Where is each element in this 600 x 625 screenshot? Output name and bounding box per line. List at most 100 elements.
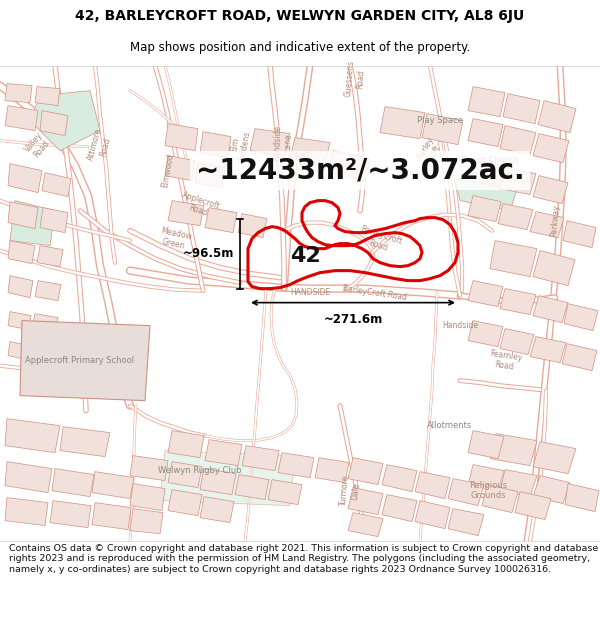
Polygon shape	[32, 314, 58, 332]
Polygon shape	[5, 419, 60, 452]
Polygon shape	[130, 484, 165, 511]
Polygon shape	[5, 462, 52, 492]
Polygon shape	[503, 94, 540, 124]
Polygon shape	[165, 156, 195, 181]
Polygon shape	[448, 479, 484, 506]
Polygon shape	[35, 281, 61, 301]
Polygon shape	[415, 501, 450, 529]
Polygon shape	[42, 173, 71, 197]
Polygon shape	[382, 494, 417, 522]
Text: ~271.6m: ~271.6m	[323, 312, 383, 326]
Polygon shape	[482, 484, 518, 512]
Polygon shape	[533, 442, 576, 474]
Text: Welwyn Rugby Club: Welwyn Rugby Club	[158, 466, 242, 475]
Text: Guessens
Road: Guessens Road	[344, 59, 366, 98]
Polygon shape	[30, 91, 100, 151]
Polygon shape	[5, 106, 38, 131]
Polygon shape	[468, 431, 504, 459]
Polygon shape	[40, 208, 68, 232]
Text: Religious
Grounds: Religious Grounds	[469, 481, 507, 501]
Polygon shape	[200, 497, 234, 522]
Polygon shape	[92, 472, 134, 499]
Polygon shape	[500, 168, 536, 194]
Polygon shape	[195, 162, 225, 188]
Polygon shape	[468, 87, 505, 117]
Polygon shape	[564, 304, 598, 331]
Polygon shape	[160, 451, 295, 506]
Polygon shape	[415, 472, 450, 499]
Text: Applecroft Primary School: Applecroft Primary School	[25, 356, 134, 365]
Polygon shape	[533, 134, 569, 162]
Polygon shape	[10, 201, 55, 246]
Polygon shape	[348, 458, 383, 484]
Text: 42: 42	[290, 246, 320, 266]
Text: Play Space: Play Space	[417, 116, 463, 125]
Polygon shape	[130, 456, 168, 481]
Polygon shape	[500, 469, 537, 497]
Text: Attimore
Road: Attimore Road	[86, 127, 113, 164]
Polygon shape	[52, 469, 94, 497]
Polygon shape	[268, 479, 302, 504]
Polygon shape	[235, 474, 269, 499]
Polygon shape	[448, 509, 484, 536]
Polygon shape	[50, 501, 91, 528]
Text: Valley
Road: Valley Road	[23, 131, 53, 161]
Polygon shape	[168, 489, 202, 516]
Polygon shape	[533, 476, 570, 504]
Polygon shape	[538, 101, 576, 132]
Text: Fearnley
Road: Fearnley Road	[487, 349, 523, 372]
Text: HANDSIDE: HANDSIDE	[290, 288, 330, 297]
Polygon shape	[242, 446, 279, 471]
Polygon shape	[315, 458, 349, 482]
Text: Handside
Lane: Handside Lane	[272, 124, 293, 161]
Polygon shape	[200, 132, 231, 158]
Polygon shape	[565, 484, 599, 512]
Polygon shape	[500, 329, 534, 354]
Polygon shape	[20, 321, 150, 401]
Text: ~96.5m: ~96.5m	[182, 247, 234, 260]
Polygon shape	[348, 488, 383, 514]
Polygon shape	[468, 119, 503, 147]
Polygon shape	[468, 281, 503, 307]
Polygon shape	[468, 159, 503, 187]
Polygon shape	[468, 321, 503, 347]
Polygon shape	[530, 212, 564, 238]
Polygon shape	[40, 111, 68, 136]
Polygon shape	[168, 462, 202, 488]
Polygon shape	[37, 246, 63, 267]
Text: BarleyCroft
Road: BarleyCroft Road	[356, 225, 404, 256]
Polygon shape	[515, 492, 551, 519]
Polygon shape	[468, 196, 501, 222]
Text: Meadow
Green: Meadow Green	[157, 226, 193, 251]
Polygon shape	[165, 124, 198, 151]
Text: Handside: Handside	[442, 321, 478, 330]
Polygon shape	[168, 431, 204, 457]
Polygon shape	[455, 166, 520, 211]
Text: Barn
Close: Barn Close	[292, 149, 317, 173]
Polygon shape	[205, 208, 237, 232]
Text: Parkway: Parkway	[549, 204, 561, 237]
Text: Barley
Croft: Barley Croft	[415, 135, 445, 166]
Polygon shape	[500, 289, 536, 314]
Polygon shape	[562, 344, 597, 371]
Text: Allotments: Allotments	[427, 421, 473, 430]
Polygon shape	[468, 464, 504, 492]
Polygon shape	[8, 202, 38, 229]
Text: Map shows position and indicative extent of the property.: Map shows position and indicative extent…	[130, 41, 470, 54]
Polygon shape	[348, 512, 383, 537]
Polygon shape	[530, 337, 566, 362]
Text: ~12433m²/~3.072ac.: ~12433m²/~3.072ac.	[196, 157, 524, 184]
Polygon shape	[382, 464, 417, 492]
Polygon shape	[8, 276, 33, 298]
Polygon shape	[168, 201, 204, 226]
Text: Applecroft
Road: Applecroft Road	[178, 190, 222, 221]
Text: Elmwood: Elmwood	[161, 152, 175, 189]
Polygon shape	[200, 469, 236, 494]
Polygon shape	[130, 509, 163, 534]
Text: Turmore
Dale: Turmore Dale	[339, 474, 361, 507]
Polygon shape	[498, 204, 533, 229]
Text: Contains OS data © Crown copyright and database right 2021. This information is : Contains OS data © Crown copyright and d…	[9, 544, 598, 574]
Text: Elm
Gardens: Elm Gardens	[227, 128, 253, 163]
Polygon shape	[490, 241, 537, 277]
Polygon shape	[92, 503, 131, 529]
